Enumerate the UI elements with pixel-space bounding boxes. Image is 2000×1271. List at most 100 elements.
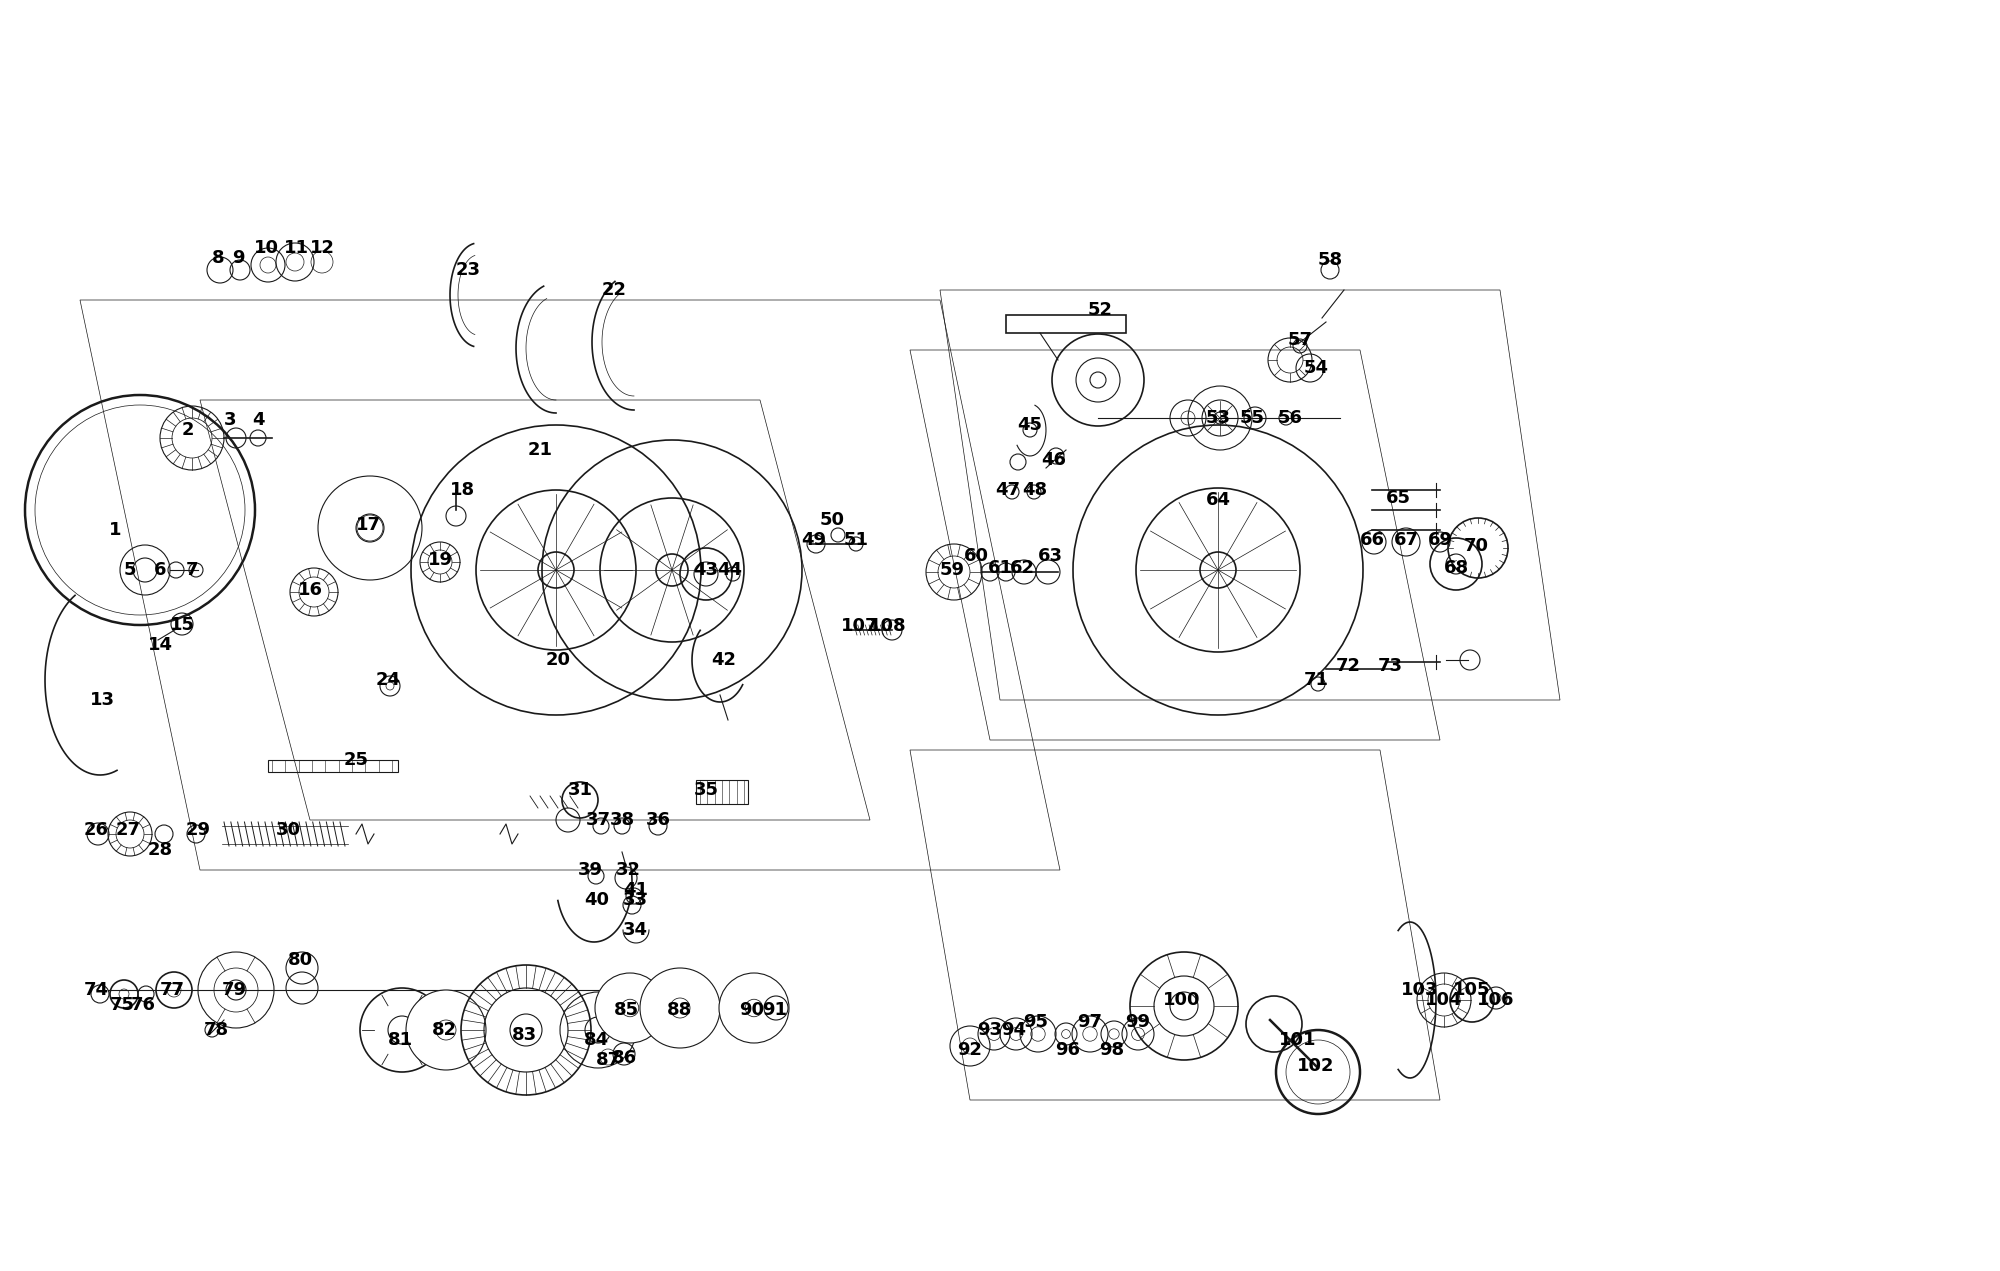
Text: 61: 61	[988, 559, 1012, 577]
Bar	[1006, 315, 1126, 333]
Text: 106: 106	[1478, 991, 1514, 1009]
Text: 28: 28	[148, 841, 172, 859]
Text: 95: 95	[1024, 1013, 1048, 1031]
Text: 57: 57	[1288, 330, 1312, 350]
Text: 34: 34	[622, 921, 648, 939]
Text: 71: 71	[1304, 671, 1328, 689]
Text: 20: 20	[546, 651, 570, 669]
Text: 85: 85	[614, 1002, 638, 1019]
Text: 98: 98	[1100, 1041, 1124, 1059]
Text: 108: 108	[870, 616, 906, 636]
Text: 76: 76	[130, 996, 156, 1014]
Text: 23: 23	[456, 261, 480, 280]
Text: 60: 60	[964, 547, 988, 566]
Text: 27: 27	[116, 821, 140, 839]
Text: 40: 40	[584, 891, 610, 909]
Text: 68: 68	[1444, 559, 1468, 577]
Text: 105: 105	[1454, 981, 1490, 999]
Text: 26: 26	[84, 821, 108, 839]
Text: 12: 12	[310, 239, 334, 257]
Text: 55: 55	[1240, 409, 1264, 427]
Text: 78: 78	[204, 1021, 228, 1038]
Text: 8: 8	[212, 249, 224, 267]
Text: 80: 80	[288, 951, 312, 969]
Text: 6: 6	[154, 561, 166, 580]
Text: 63: 63	[1038, 547, 1062, 566]
Text: 84: 84	[584, 1031, 608, 1049]
Text: 48: 48	[1022, 480, 1048, 500]
Text: 100: 100	[1164, 991, 1200, 1009]
Text: 102: 102	[1298, 1057, 1334, 1075]
Text: 39: 39	[578, 860, 602, 880]
Text: 33: 33	[622, 891, 648, 909]
Text: 59: 59	[940, 561, 964, 580]
Text: 2: 2	[182, 421, 194, 438]
Text: 10: 10	[254, 239, 278, 257]
Text: 65: 65	[1386, 489, 1410, 507]
Text: 41: 41	[624, 881, 648, 899]
Circle shape	[596, 974, 664, 1043]
Text: 35: 35	[694, 780, 718, 799]
Text: 88: 88	[668, 1002, 692, 1019]
Text: 79: 79	[222, 981, 246, 999]
Text: 9: 9	[232, 249, 244, 267]
Text: 42: 42	[712, 651, 736, 669]
Bar	[268, 760, 398, 771]
Bar	[696, 780, 748, 805]
Text: 87: 87	[596, 1051, 620, 1069]
Text: 50: 50	[820, 511, 844, 529]
Text: 5: 5	[124, 561, 136, 580]
Text: 18: 18	[450, 480, 474, 500]
Text: 49: 49	[802, 531, 826, 549]
Text: 3: 3	[224, 411, 236, 430]
Circle shape	[640, 969, 720, 1049]
Circle shape	[406, 990, 486, 1070]
Text: 16: 16	[298, 581, 322, 599]
Text: 92: 92	[958, 1041, 982, 1059]
Text: 58: 58	[1318, 250, 1342, 269]
Text: 30: 30	[276, 821, 300, 839]
Text: 86: 86	[612, 1049, 636, 1066]
Text: 64: 64	[1206, 491, 1230, 508]
Text: 99: 99	[1126, 1013, 1150, 1031]
Text: 91: 91	[762, 1002, 788, 1019]
Text: 96: 96	[1056, 1041, 1080, 1059]
Text: 21: 21	[528, 441, 552, 459]
Text: 81: 81	[388, 1031, 412, 1049]
Text: 83: 83	[512, 1026, 536, 1043]
Text: 11: 11	[284, 239, 308, 257]
Text: 69: 69	[1428, 531, 1452, 549]
Text: 22: 22	[602, 281, 626, 299]
Text: 72: 72	[1336, 657, 1360, 675]
Text: 51: 51	[844, 531, 868, 549]
Text: 13: 13	[90, 691, 114, 709]
Text: 31: 31	[568, 780, 592, 799]
Text: 56: 56	[1278, 409, 1302, 427]
Text: 104: 104	[1426, 991, 1462, 1009]
Text: 62: 62	[1010, 559, 1034, 577]
Text: 103: 103	[1402, 981, 1438, 999]
Text: 29: 29	[186, 821, 210, 839]
Text: 15: 15	[170, 616, 194, 634]
Text: 82: 82	[432, 1021, 456, 1038]
Text: 70: 70	[1464, 538, 1488, 555]
Text: 47: 47	[996, 480, 1020, 500]
Text: 46: 46	[1042, 451, 1066, 469]
Text: 66: 66	[1360, 531, 1384, 549]
Text: 25: 25	[344, 751, 368, 769]
Text: 14: 14	[148, 636, 172, 655]
Text: 94: 94	[1002, 1021, 1026, 1038]
Text: 73: 73	[1378, 657, 1402, 675]
Text: 107: 107	[842, 616, 878, 636]
Text: 4: 4	[252, 411, 264, 430]
Text: 67: 67	[1394, 531, 1418, 549]
Text: 43: 43	[694, 561, 718, 580]
Text: 54: 54	[1304, 358, 1328, 377]
Circle shape	[318, 477, 422, 580]
Text: 77: 77	[160, 981, 184, 999]
Text: 24: 24	[376, 671, 400, 689]
Text: 97: 97	[1078, 1013, 1102, 1031]
Text: 17: 17	[356, 516, 380, 534]
Text: 90: 90	[740, 1002, 764, 1019]
Text: 36: 36	[646, 811, 670, 829]
